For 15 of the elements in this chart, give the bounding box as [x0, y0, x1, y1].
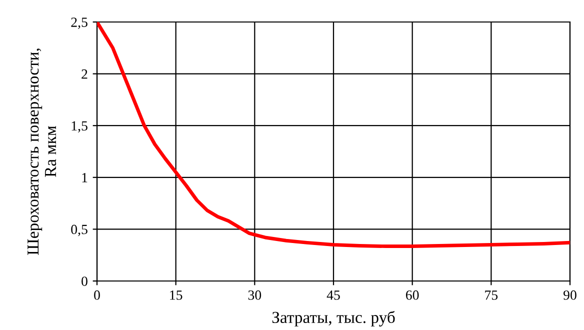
x-axis-title: Затраты, тыс. руб: [272, 310, 395, 326]
y-tick-label: 0: [82, 276, 88, 286]
y-tick-label: 2,5: [71, 18, 88, 29]
x-tick-label: 30: [248, 290, 262, 300]
x-tick-label: 75: [485, 290, 498, 300]
x-tick-label: 90: [564, 290, 576, 300]
y-tick-label: 1,5: [72, 121, 88, 133]
x-tick-label: 15: [170, 290, 182, 300]
x-tick-label: 60: [406, 290, 419, 300]
y-tick-label: 0,5: [71, 224, 88, 236]
y-axis-title: Шероховатость поверхности, Ra мкм: [28, 48, 56, 255]
y-tick-label: 1: [82, 173, 88, 182]
x-tick-label: 45: [326, 290, 340, 300]
x-tick-label: 0: [94, 290, 100, 300]
y-tick-label: 2: [82, 69, 88, 79]
